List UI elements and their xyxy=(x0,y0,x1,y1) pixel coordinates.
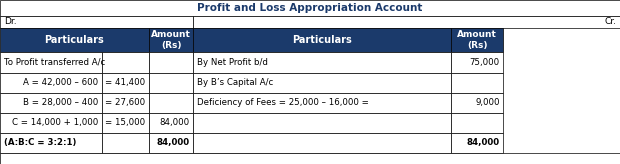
Bar xyxy=(0,133,102,153)
Text: Dr.: Dr. xyxy=(4,17,16,26)
Bar xyxy=(149,72,193,93)
Bar xyxy=(102,113,149,133)
Text: By B’s Capital A/c: By B’s Capital A/c xyxy=(197,78,273,87)
Text: 84,000: 84,000 xyxy=(157,138,190,147)
Bar xyxy=(149,52,193,72)
Bar xyxy=(149,28,193,52)
Text: Particulars: Particulars xyxy=(292,35,352,45)
Text: To Profit transferred A/c: To Profit transferred A/c xyxy=(4,58,105,67)
Text: A = 42,000 – 600: A = 42,000 – 600 xyxy=(24,78,99,87)
Bar xyxy=(193,133,451,153)
Bar xyxy=(193,72,451,93)
Bar xyxy=(0,113,102,133)
Text: Cr.: Cr. xyxy=(604,17,616,26)
Bar xyxy=(0,153,620,164)
Text: Amount
(Rs): Amount (Rs) xyxy=(151,31,191,50)
Bar xyxy=(102,72,149,93)
Text: = 27,600: = 27,600 xyxy=(105,98,145,107)
Text: By Net Profit b/d: By Net Profit b/d xyxy=(197,58,268,67)
Text: Deficiency of Fees = 25,000 – 16,000 =: Deficiency of Fees = 25,000 – 16,000 = xyxy=(197,98,369,107)
Bar xyxy=(451,72,503,93)
Bar xyxy=(193,113,451,133)
Bar xyxy=(102,133,149,153)
Bar xyxy=(451,133,503,153)
Bar xyxy=(102,52,149,72)
Text: 9,000: 9,000 xyxy=(475,98,500,107)
Bar xyxy=(102,93,149,113)
Bar xyxy=(0,52,102,72)
Text: C = 14,000 + 1,000: C = 14,000 + 1,000 xyxy=(12,118,99,127)
Bar xyxy=(149,133,193,153)
Bar xyxy=(451,28,503,52)
Text: 84,000: 84,000 xyxy=(467,138,500,147)
Bar xyxy=(193,28,451,52)
Text: Particulars: Particulars xyxy=(45,35,104,45)
Text: = 15,000: = 15,000 xyxy=(105,118,145,127)
Text: Profit and Loss Appropriation Account: Profit and Loss Appropriation Account xyxy=(197,3,423,13)
Text: 75,000: 75,000 xyxy=(469,58,500,67)
Bar xyxy=(193,93,451,113)
Bar xyxy=(451,52,503,72)
Bar xyxy=(149,93,193,113)
Bar xyxy=(0,72,102,93)
Bar xyxy=(451,113,503,133)
Bar xyxy=(149,113,193,133)
Bar xyxy=(0,16,193,28)
Text: 84,000: 84,000 xyxy=(159,118,190,127)
Bar xyxy=(193,16,620,28)
Text: (A:B:C = 3:2:1): (A:B:C = 3:2:1) xyxy=(4,138,76,147)
Bar xyxy=(451,93,503,113)
Text: = 41,400: = 41,400 xyxy=(105,78,145,87)
Bar xyxy=(0,0,620,16)
Text: B = 28,000 – 400: B = 28,000 – 400 xyxy=(24,98,99,107)
Bar xyxy=(193,52,451,72)
Bar xyxy=(0,93,102,113)
Text: Amount
(Rs): Amount (Rs) xyxy=(457,31,497,50)
Bar xyxy=(0,28,149,52)
